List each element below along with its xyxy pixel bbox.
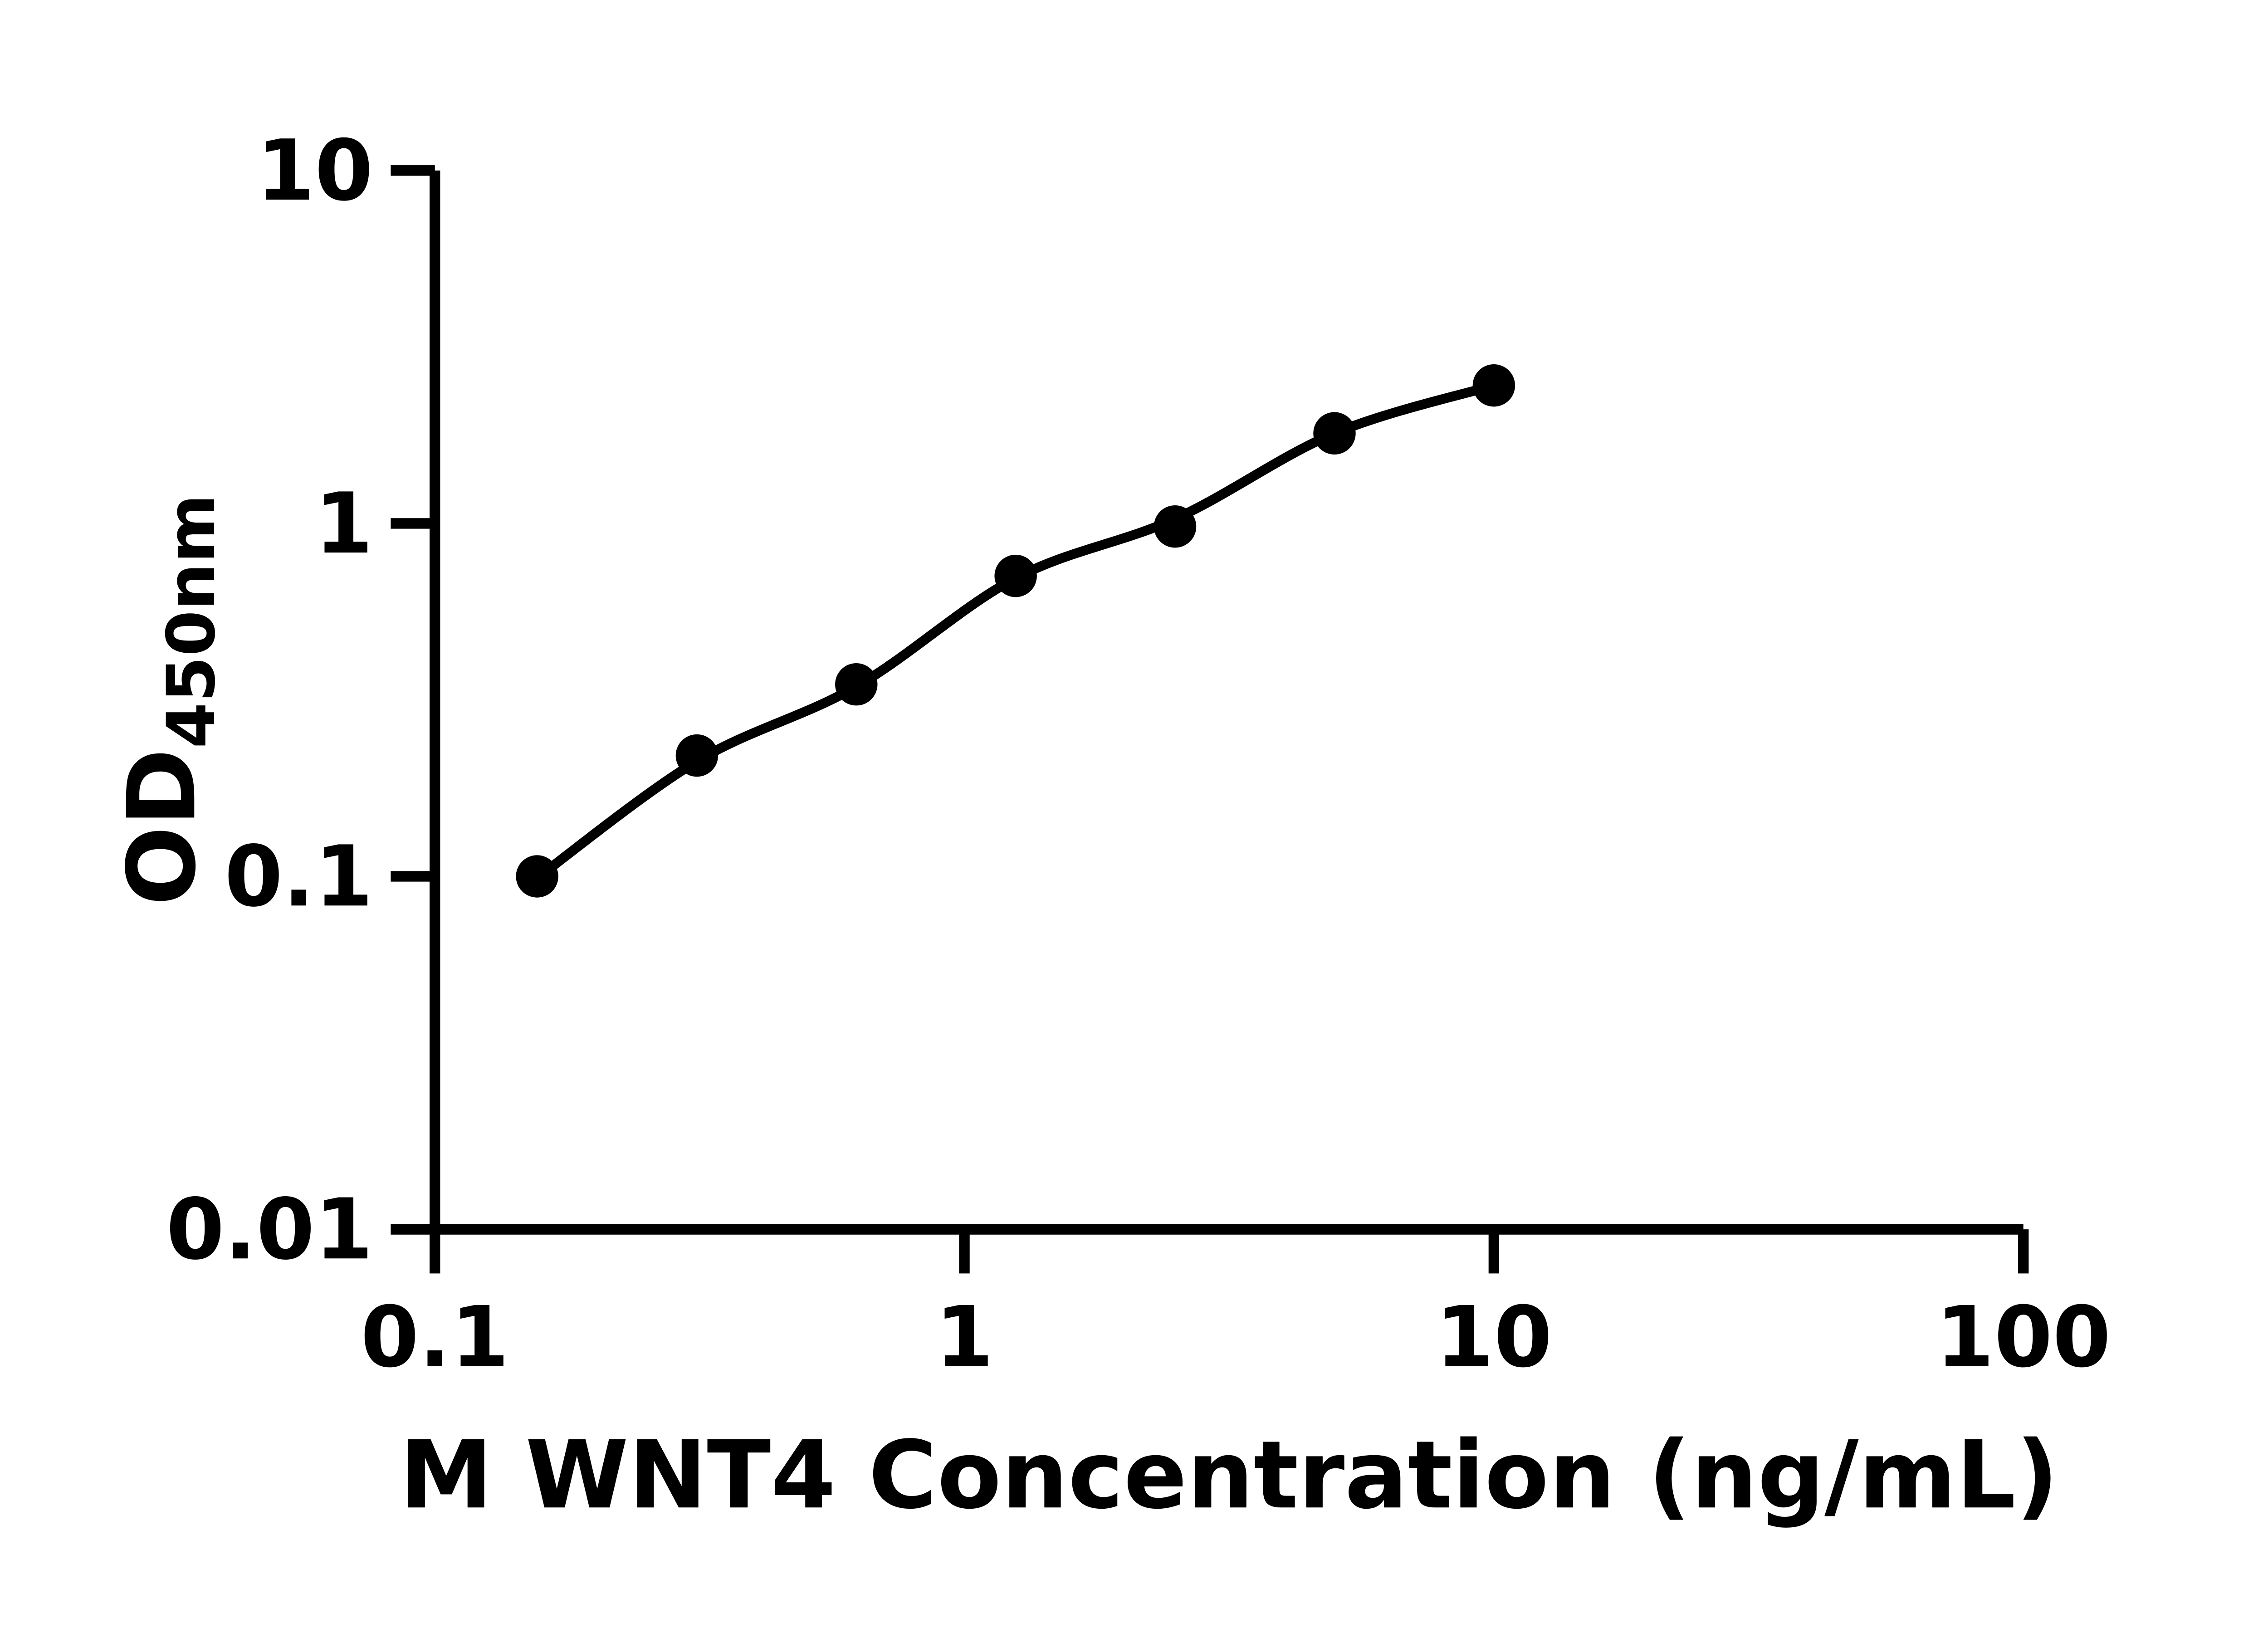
data-point (1472, 364, 1515, 407)
data-point (1154, 505, 1197, 548)
x-tick-label: 100 (1936, 1288, 2111, 1386)
x-tick-label: 10 (1436, 1288, 1552, 1386)
data-point (516, 855, 558, 898)
y-tick-label: 1 (315, 474, 373, 572)
data-point (675, 734, 719, 777)
y-tick-label: 0.1 (225, 827, 373, 925)
data-point (994, 554, 1037, 597)
y-axis-title-main: OD (107, 748, 216, 906)
data-point (835, 663, 878, 706)
fit-curve (532, 381, 1499, 883)
data-point (1313, 412, 1356, 455)
y-tick-label: 0.01 (166, 1180, 373, 1278)
y-tick-label: 10 (256, 122, 373, 220)
y-axis-title: OD450nm (107, 494, 230, 905)
x-tick-label: 0.1 (361, 1288, 509, 1386)
x-tick-label: 1 (935, 1288, 994, 1386)
y-axis-title-subscript: 450nm (153, 494, 230, 748)
x-axis-title: M WNT4 Concentration (ng/mL) (400, 1420, 2058, 1530)
